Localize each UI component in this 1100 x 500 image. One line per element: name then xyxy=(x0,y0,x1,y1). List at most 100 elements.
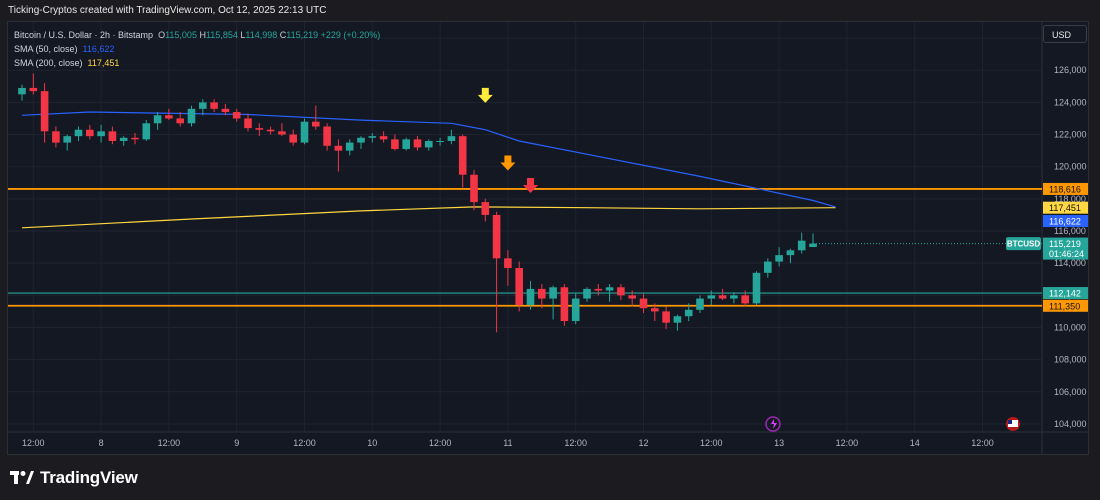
lightning-icon xyxy=(771,419,777,429)
candle[interactable] xyxy=(617,287,625,296)
legend-h-label: H xyxy=(199,30,206,40)
candle[interactable] xyxy=(447,136,456,141)
candle[interactable] xyxy=(741,295,749,304)
tradingview-brand: TradingView xyxy=(40,468,138,487)
candle[interactable] xyxy=(232,112,241,119)
candle[interactable] xyxy=(97,131,105,137)
candle[interactable] xyxy=(312,121,320,127)
candle[interactable] xyxy=(40,91,49,132)
candle[interactable] xyxy=(345,142,354,151)
price-axis-label xyxy=(1043,287,1088,300)
candle[interactable] xyxy=(696,298,704,310)
candle[interactable] xyxy=(176,118,184,124)
candle[interactable] xyxy=(357,137,365,143)
candle[interactable] xyxy=(639,298,648,309)
down-arrow-marker[interactable] xyxy=(500,155,516,171)
candle[interactable] xyxy=(379,136,388,140)
y-tick-label: 120,000 xyxy=(1054,162,1087,172)
y-tick-label: 116,000 xyxy=(1054,226,1086,236)
candle[interactable] xyxy=(199,102,207,109)
x-tick-label: 12:00 xyxy=(836,438,859,448)
candle[interactable] xyxy=(368,136,377,138)
candle[interactable] xyxy=(583,288,591,299)
y-tick-label: 126,000 xyxy=(1054,65,1087,75)
currency-button[interactable]: USD xyxy=(1043,25,1087,43)
y-tick-label: 104,000 xyxy=(1054,419,1087,429)
candle[interactable] xyxy=(29,87,38,92)
candle[interactable] xyxy=(210,102,218,109)
candle[interactable] xyxy=(651,308,659,312)
candle[interactable] xyxy=(221,108,230,113)
candle[interactable] xyxy=(18,87,26,95)
candle[interactable] xyxy=(673,316,682,323)
candle[interactable] xyxy=(809,243,817,248)
candle[interactable] xyxy=(165,115,173,119)
candle[interactable] xyxy=(571,298,580,322)
candle[interactable] xyxy=(797,240,806,251)
down-arrow-marker[interactable] xyxy=(477,87,493,103)
candle[interactable] xyxy=(142,123,151,140)
candle[interactable] xyxy=(278,131,286,135)
sma200-line[interactable] xyxy=(21,206,836,229)
candle[interactable] xyxy=(458,136,467,175)
candle[interactable] xyxy=(594,288,603,291)
candle[interactable] xyxy=(52,131,60,143)
candle[interactable] xyxy=(413,139,422,148)
candle[interactable] xyxy=(402,139,410,150)
candle[interactable] xyxy=(108,131,117,141)
candle[interactable] xyxy=(86,129,94,137)
candle[interactable] xyxy=(153,115,162,124)
event-icon[interactable] xyxy=(765,416,781,432)
candle[interactable] xyxy=(289,134,297,143)
candle[interactable] xyxy=(605,287,614,291)
candle[interactable] xyxy=(492,214,501,259)
candle[interactable] xyxy=(481,202,490,215)
candle[interactable] xyxy=(504,258,512,268)
candle[interactable] xyxy=(560,287,569,322)
candle[interactable] xyxy=(119,137,128,141)
candle[interactable] xyxy=(323,126,331,146)
candle[interactable] xyxy=(684,309,693,317)
candle[interactable] xyxy=(131,137,139,140)
candle[interactable] xyxy=(775,255,783,262)
candle[interactable] xyxy=(628,295,636,299)
chart-legend: Bitcoin / U.S. Dollar · 2h · Bitstamp O1… xyxy=(14,28,380,70)
candle[interactable] xyxy=(786,250,795,256)
price-chart[interactable]: 104,000106,000108,000110,000112,000114,0… xyxy=(8,22,1088,454)
candle[interactable] xyxy=(425,140,433,148)
candle[interactable] xyxy=(662,311,670,323)
x-tick-label: 9 xyxy=(234,438,239,448)
legend-close: 115,219 xyxy=(286,30,319,40)
flag-icon-canton xyxy=(1008,420,1012,424)
down-arrow-marker[interactable] xyxy=(523,177,538,193)
candle[interactable] xyxy=(538,288,546,299)
chart-frame[interactable]: 104,000106,000108,000110,000112,000114,0… xyxy=(7,21,1089,455)
candle[interactable] xyxy=(255,128,264,130)
candle[interactable] xyxy=(470,174,478,203)
candle[interactable] xyxy=(764,261,772,273)
legend-o-label: O xyxy=(158,30,166,40)
legend-symbol-row: Bitcoin / U.S. Dollar · 2h · Bitstamp O1… xyxy=(14,28,380,42)
candle[interactable] xyxy=(526,288,535,305)
candle[interactable] xyxy=(391,139,399,150)
price-axis-label-text: 115,219 xyxy=(1049,239,1081,249)
candle[interactable] xyxy=(707,295,716,299)
candle[interactable] xyxy=(63,136,71,143)
y-tick-label: 118,000 xyxy=(1054,194,1086,204)
legend-sma50-row[interactable]: SMA (50, close) 116,622 xyxy=(14,42,380,56)
candle[interactable] xyxy=(187,108,196,124)
candle[interactable] xyxy=(549,287,557,299)
candle[interactable] xyxy=(730,295,738,299)
candle[interactable] xyxy=(436,140,444,142)
candle[interactable] xyxy=(300,121,309,143)
candle[interactable] xyxy=(266,129,275,132)
price-axis-label xyxy=(1043,237,1088,260)
legend-sma200-row[interactable]: SMA (200, close) 117,451 xyxy=(14,56,380,70)
candle[interactable] xyxy=(334,145,343,151)
candle[interactable] xyxy=(718,295,727,299)
candle[interactable] xyxy=(74,129,83,137)
sma50-line[interactable] xyxy=(21,111,836,208)
candle[interactable] xyxy=(244,118,252,129)
candle[interactable] xyxy=(752,272,761,304)
candle[interactable] xyxy=(515,268,523,305)
